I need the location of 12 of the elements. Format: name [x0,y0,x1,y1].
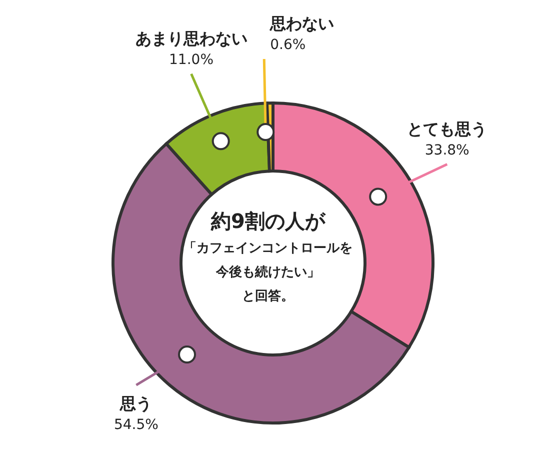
slice-label: とても思う [407,119,488,138]
data-label: 0.6% [270,37,306,54]
data-label: 54.5% [114,417,158,434]
text: 今後も続けたい」 [215,264,320,280]
slice-label: 思わない [269,14,334,34]
data-label: 11.0% [169,52,214,68]
data-label: 33.8% [424,142,470,158]
text: 約9割の人が [210,209,326,233]
slice-label: 思う [119,394,152,414]
text: と回答。 [242,289,294,304]
slice-label: あまり思わない [135,28,248,48]
text: 「カフェインコントロールを [184,241,352,256]
